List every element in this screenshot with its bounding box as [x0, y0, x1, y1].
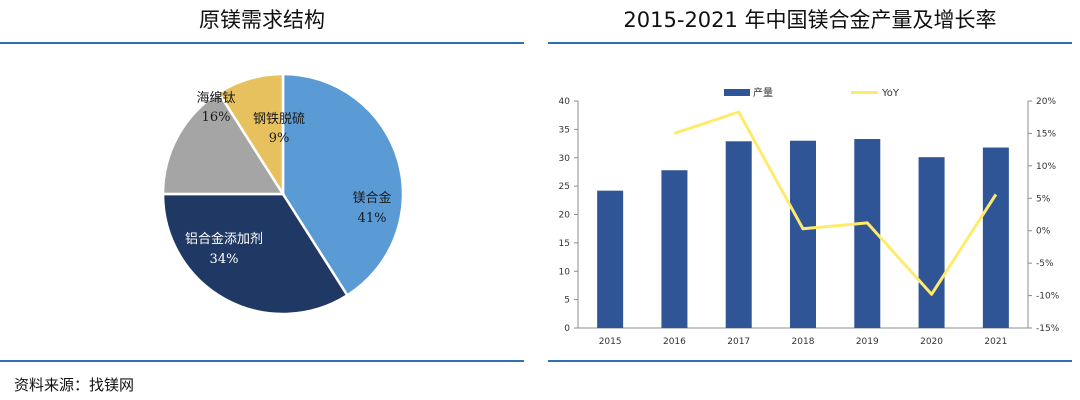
- y-right-tick-label: 10%: [1036, 162, 1056, 172]
- y-left-tick-label: 30: [559, 154, 571, 164]
- pie-label-mg-alloy-value: 41%: [358, 211, 387, 226]
- bar-chart-title: 2015-2021 年中国镁合金产量及增长率: [623, 8, 997, 32]
- y-left-tick-label: 25: [559, 182, 570, 192]
- pie-label-ti-name: 海绵钛: [196, 91, 235, 106]
- chart-legend: 产量 YoY: [724, 86, 900, 99]
- pie-label-al-alloy-name: 铝合金添加剂: [185, 231, 263, 247]
- y-right-tick-label: -15%: [1036, 324, 1060, 334]
- pie-chart: 镁合金 41% 铝合金添加剂 34% 海绵钛 16% 钢铁脱硫 9%: [161, 72, 405, 316]
- y-right-tick-label: -10%: [1036, 292, 1060, 302]
- x-tick-label: 2015: [599, 337, 622, 347]
- bar-2017: [725, 141, 752, 328]
- x-tick-label: 2021: [984, 337, 1007, 347]
- bar-2015: [597, 190, 624, 328]
- pie-label-steel-value: 9%: [269, 131, 290, 146]
- pie-slice-steel: [216, 72, 285, 199]
- y-left-tick-label: 5: [564, 296, 570, 306]
- y-right-tick-label: 0%: [1036, 227, 1051, 237]
- x-tick-label: 2018: [792, 337, 815, 347]
- legend-bar-label: 产量: [753, 86, 773, 99]
- pie-label-steel-name: 钢铁脱硫: [253, 112, 305, 127]
- x-tick-label: 2016: [663, 337, 686, 347]
- y-left-tick-label: 40: [559, 97, 571, 107]
- source-footnote: 资料来源：找镁网: [14, 376, 135, 394]
- bar-2020: [918, 157, 945, 328]
- y-right-tick-label: 15%: [1036, 129, 1056, 139]
- pie-label-mg-alloy-name: 镁合金: [352, 190, 391, 206]
- legend-line-label: YoY: [881, 88, 900, 99]
- legend-bar-swatch: [724, 89, 750, 96]
- pie-slice-al-alloy: [161, 192, 350, 316]
- pie-slice-ti: [161, 90, 286, 196]
- pie-label-ti-value: 16%: [202, 110, 231, 125]
- bar-2018: [790, 140, 816, 328]
- right-bottom-divider: [548, 360, 1072, 362]
- y-left-tick-label: 0: [564, 324, 570, 334]
- x-tick-label: 2020: [920, 337, 943, 347]
- y-left-tick-label: 35: [559, 125, 570, 135]
- left-title-divider: [0, 42, 524, 44]
- y-right-tick-label: 20%: [1036, 97, 1056, 107]
- x-tick-label: 2019: [856, 337, 879, 347]
- y-right-tick-label: -5%: [1036, 259, 1054, 269]
- x-tick-label: 2017: [727, 337, 750, 347]
- y-left-tick-label: 20: [559, 211, 571, 221]
- pie-label-al-alloy-value: 34%: [210, 252, 239, 267]
- y-left-tick-label: 10: [559, 267, 571, 277]
- yoy-series-line: [673, 110, 998, 296]
- left-bottom-divider: [0, 360, 524, 362]
- pie-chart-title: 原镁需求结构: [199, 8, 325, 32]
- bar-line-chart: 产量 YoY 2015 2016 2017 2018 2019 2020 2021 0510…: [559, 86, 1060, 347]
- bar-2021: [982, 147, 1009, 328]
- right-title-divider: [548, 42, 1072, 44]
- y-right-tick-label: 5%: [1036, 194, 1051, 204]
- bar-2016: [661, 170, 688, 328]
- y-left-tick-label: 15: [559, 239, 570, 249]
